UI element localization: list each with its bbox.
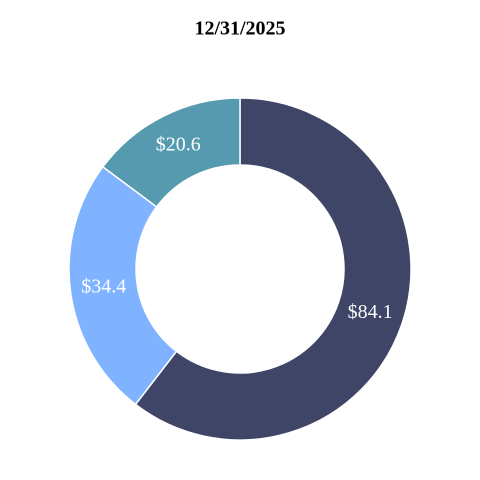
value-label: $84.1 [348, 301, 393, 323]
value-label: $20.6 [156, 134, 201, 156]
donut-segment [134, 97, 412, 441]
donut-segment [101, 97, 241, 208]
value-label: $34.4 [81, 275, 126, 297]
chart-title: 12/31/2025 [194, 18, 285, 40]
donut-segment [68, 165, 178, 406]
